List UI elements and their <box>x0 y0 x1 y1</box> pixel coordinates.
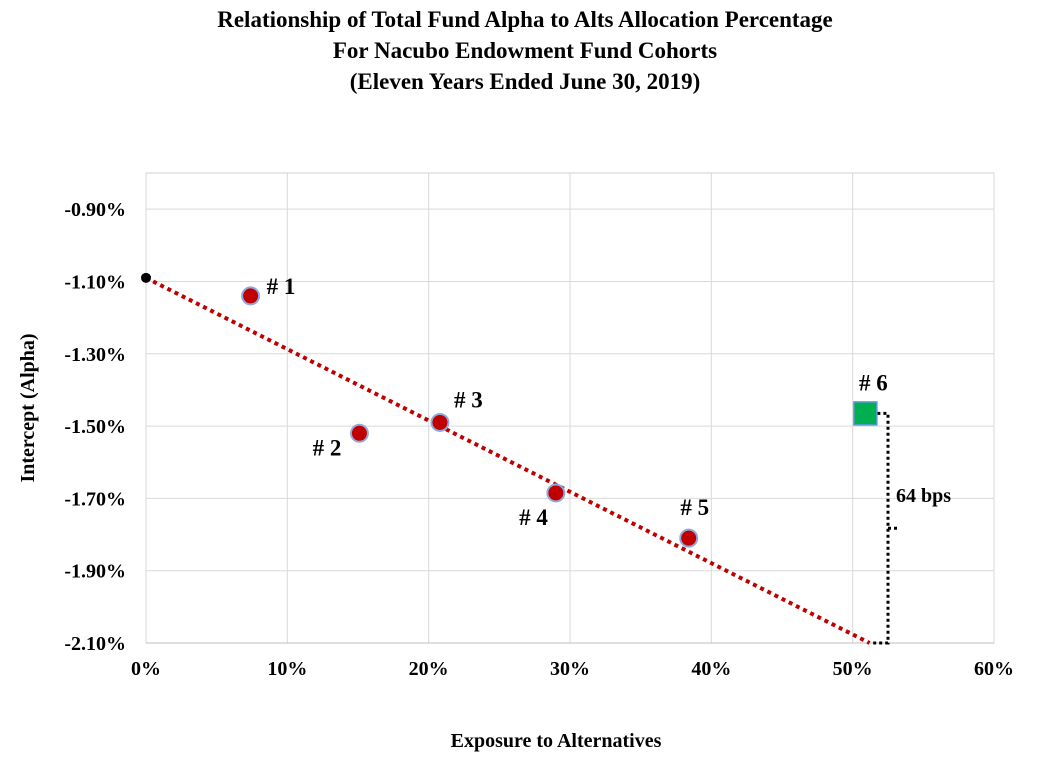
point-label: # 2 <box>313 435 342 460</box>
cohort-point <box>241 286 261 306</box>
y-tick-label: -1.90% <box>64 561 126 583</box>
x-tick-label: 0% <box>131 658 161 680</box>
cohort-point <box>349 423 369 443</box>
x-tick-label: 30% <box>550 658 590 680</box>
axes: 0% 10% 20% 30% 40% 50% 60% -0.90% -1.10% -1.30% -1… <box>64 199 1014 680</box>
y-tick-label: -1.10% <box>64 271 126 293</box>
cohort-point <box>679 528 699 548</box>
annotation-layer: 64 bps <box>871 411 951 645</box>
chart-title-line-2: For Nacubo Endowment Fund Cohorts <box>332 38 718 63</box>
y-tick-label: -2.10% <box>64 633 126 655</box>
y-axis-label: Intercept (Alpha) <box>17 333 39 482</box>
y-tick-label: -1.30% <box>64 344 126 366</box>
bracket-annotation <box>871 411 890 645</box>
x-tick-label: 40% <box>691 658 731 680</box>
point-label: # 6 <box>859 370 888 395</box>
trendline-layer <box>145 276 871 645</box>
intercept-point <box>141 272 151 283</box>
cohort-point <box>546 483 566 503</box>
y-tick-label: -0.90% <box>64 199 126 221</box>
x-tick-label: 10% <box>267 658 307 680</box>
y-tick-label: -1.70% <box>64 488 126 510</box>
grid-lines <box>145 173 995 644</box>
annotation-label: 64 bps <box>896 485 951 507</box>
point-label: # 4 <box>519 505 548 530</box>
x-axis-label: Exposure to Alternatives <box>451 730 662 752</box>
cohort-point <box>430 412 450 432</box>
chart-title-line-1: Relationship of Total Fund Alpha to Alts… <box>217 7 833 32</box>
chart-title-line-3: (Eleven Years Ended June 30, 2019) <box>349 69 701 94</box>
x-tick-label: 20% <box>409 658 449 680</box>
point-label: # 3 <box>454 387 483 412</box>
chart-title: Relationship of Total Fund Alpha to Alts… <box>0 4 1050 97</box>
y-tick-label: -1.50% <box>64 416 126 438</box>
x-tick-label: 50% <box>833 658 873 680</box>
point-label: # 1 <box>267 274 296 299</box>
point-label: # 5 <box>680 495 709 520</box>
cohort-6-square <box>853 401 878 426</box>
points-layer: # 1 # 2 # 3 # 4 # 5 # 6 <box>141 272 888 548</box>
trendline <box>145 276 871 645</box>
x-tick-label: 60% <box>974 658 1014 680</box>
